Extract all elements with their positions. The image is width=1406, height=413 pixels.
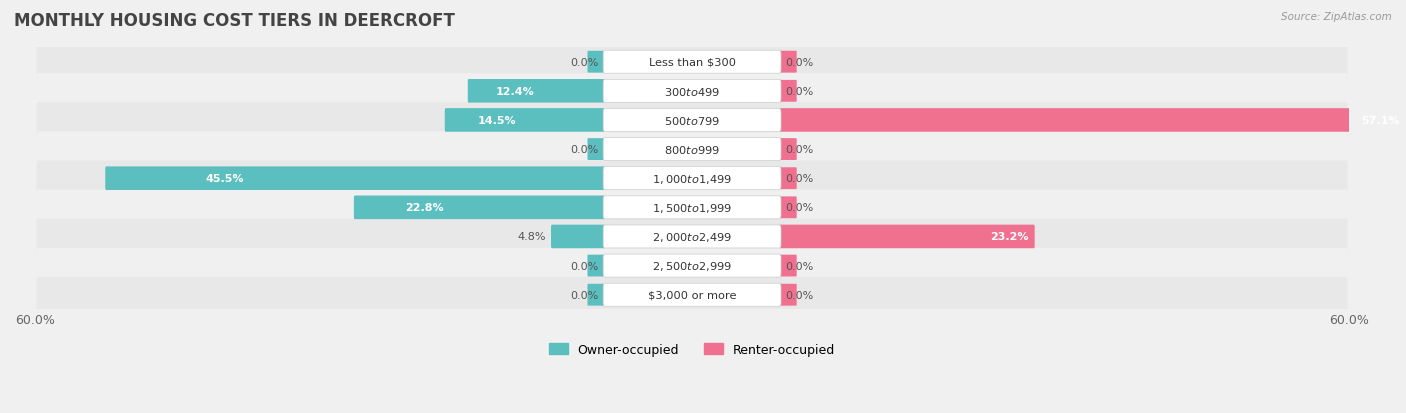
FancyBboxPatch shape — [779, 168, 797, 190]
Text: $3,000 or more: $3,000 or more — [648, 290, 737, 300]
FancyBboxPatch shape — [603, 138, 780, 161]
FancyBboxPatch shape — [603, 225, 780, 248]
Text: $800 to $999: $800 to $999 — [664, 144, 720, 156]
FancyBboxPatch shape — [779, 139, 797, 161]
Text: $2,500 to $2,999: $2,500 to $2,999 — [652, 259, 733, 273]
FancyBboxPatch shape — [37, 190, 1347, 225]
Text: 12.4%: 12.4% — [496, 87, 534, 97]
Text: 0.0%: 0.0% — [571, 261, 599, 271]
FancyBboxPatch shape — [588, 284, 605, 306]
Text: 0.0%: 0.0% — [785, 57, 814, 67]
Text: Less than $300: Less than $300 — [648, 57, 735, 67]
Text: 0.0%: 0.0% — [571, 145, 599, 155]
FancyBboxPatch shape — [588, 197, 605, 219]
FancyBboxPatch shape — [588, 81, 605, 102]
Text: 45.5%: 45.5% — [205, 174, 245, 184]
FancyBboxPatch shape — [603, 283, 780, 306]
FancyBboxPatch shape — [588, 110, 605, 132]
FancyBboxPatch shape — [37, 161, 1347, 197]
FancyBboxPatch shape — [603, 80, 780, 103]
FancyBboxPatch shape — [37, 248, 1347, 284]
FancyBboxPatch shape — [603, 109, 780, 132]
Text: $1,000 to $1,499: $1,000 to $1,499 — [652, 172, 733, 185]
Text: $300 to $499: $300 to $499 — [664, 85, 720, 97]
FancyBboxPatch shape — [551, 225, 606, 249]
FancyBboxPatch shape — [37, 132, 1347, 167]
Text: 14.5%: 14.5% — [478, 116, 516, 126]
FancyBboxPatch shape — [603, 167, 780, 190]
FancyBboxPatch shape — [779, 225, 1035, 249]
Text: 22.8%: 22.8% — [405, 203, 443, 213]
FancyBboxPatch shape — [779, 255, 797, 277]
FancyBboxPatch shape — [37, 74, 1347, 109]
FancyBboxPatch shape — [588, 226, 605, 248]
FancyBboxPatch shape — [779, 110, 797, 132]
Text: 0.0%: 0.0% — [785, 290, 814, 300]
Text: 0.0%: 0.0% — [785, 87, 814, 97]
FancyBboxPatch shape — [444, 109, 606, 133]
Text: $1,500 to $1,999: $1,500 to $1,999 — [652, 202, 733, 214]
FancyBboxPatch shape — [37, 103, 1347, 138]
FancyBboxPatch shape — [779, 197, 797, 219]
FancyBboxPatch shape — [588, 139, 605, 161]
FancyBboxPatch shape — [588, 255, 605, 277]
FancyBboxPatch shape — [588, 52, 605, 74]
FancyBboxPatch shape — [779, 284, 797, 306]
Text: 0.0%: 0.0% — [785, 261, 814, 271]
FancyBboxPatch shape — [37, 277, 1347, 313]
Text: MONTHLY HOUSING COST TIERS IN DEERCROFT: MONTHLY HOUSING COST TIERS IN DEERCROFT — [14, 12, 456, 30]
Text: 0.0%: 0.0% — [785, 203, 814, 213]
Text: 23.2%: 23.2% — [990, 232, 1028, 242]
Text: 0.0%: 0.0% — [571, 57, 599, 67]
FancyBboxPatch shape — [779, 226, 797, 248]
FancyBboxPatch shape — [588, 168, 605, 190]
Text: 57.1%: 57.1% — [1361, 116, 1399, 126]
FancyBboxPatch shape — [779, 52, 797, 74]
Legend: Owner-occupied, Renter-occupied: Owner-occupied, Renter-occupied — [544, 338, 841, 361]
FancyBboxPatch shape — [603, 196, 780, 219]
FancyBboxPatch shape — [105, 167, 606, 190]
FancyBboxPatch shape — [779, 109, 1406, 133]
FancyBboxPatch shape — [468, 80, 606, 103]
Text: $500 to $799: $500 to $799 — [664, 115, 720, 127]
FancyBboxPatch shape — [37, 45, 1347, 80]
Text: 0.0%: 0.0% — [785, 145, 814, 155]
Text: 0.0%: 0.0% — [785, 174, 814, 184]
FancyBboxPatch shape — [354, 196, 606, 220]
FancyBboxPatch shape — [603, 254, 780, 278]
FancyBboxPatch shape — [779, 81, 797, 102]
FancyBboxPatch shape — [37, 219, 1347, 254]
Text: $2,000 to $2,499: $2,000 to $2,499 — [652, 230, 733, 243]
FancyBboxPatch shape — [603, 51, 780, 74]
Text: 0.0%: 0.0% — [571, 290, 599, 300]
Text: 4.8%: 4.8% — [517, 232, 547, 242]
Text: Source: ZipAtlas.com: Source: ZipAtlas.com — [1281, 12, 1392, 22]
